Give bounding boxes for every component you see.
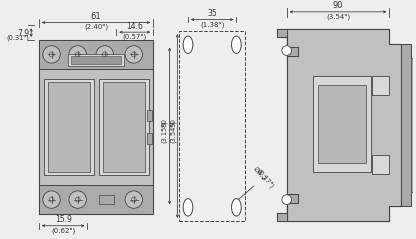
Text: (1.38"): (1.38") — [200, 21, 224, 27]
Bar — [313, 76, 371, 173]
Circle shape — [282, 195, 292, 204]
Bar — [44, 79, 94, 175]
Text: 61: 61 — [91, 12, 102, 21]
Ellipse shape — [183, 199, 193, 216]
Circle shape — [282, 46, 292, 55]
Bar — [318, 85, 366, 163]
Bar — [401, 44, 411, 206]
Bar — [39, 185, 153, 214]
Text: 14.6: 14.6 — [126, 22, 143, 31]
Ellipse shape — [232, 199, 241, 216]
Bar — [39, 40, 153, 214]
Text: 35: 35 — [207, 9, 217, 18]
Bar — [99, 79, 149, 175]
Polygon shape — [277, 194, 298, 221]
Text: 15.9: 15.9 — [55, 215, 72, 224]
Text: (2.40"): (2.40") — [84, 24, 108, 30]
Bar — [103, 82, 146, 172]
Bar — [372, 76, 389, 95]
Ellipse shape — [232, 36, 241, 54]
Bar — [147, 110, 152, 121]
Text: (0.17"): (0.17") — [256, 168, 275, 190]
Text: Ø4.2: Ø4.2 — [252, 166, 267, 182]
Text: 90: 90 — [171, 118, 176, 127]
Bar — [179, 31, 245, 221]
Polygon shape — [287, 29, 401, 221]
Bar — [39, 40, 153, 69]
Circle shape — [96, 46, 114, 63]
Circle shape — [69, 191, 87, 208]
Text: 80: 80 — [162, 118, 168, 127]
Bar — [372, 155, 389, 174]
Text: (0.31"): (0.31") — [6, 35, 29, 41]
Text: 7.9: 7.9 — [17, 29, 29, 38]
Circle shape — [125, 191, 143, 208]
Circle shape — [69, 46, 87, 63]
Text: (3.15"): (3.15") — [161, 120, 168, 143]
Polygon shape — [277, 29, 298, 56]
Text: (0.62"): (0.62") — [51, 227, 75, 234]
Text: (3.54"): (3.54") — [170, 120, 176, 143]
Bar — [71, 56, 121, 64]
Text: (0.57"): (0.57") — [123, 34, 147, 40]
Circle shape — [43, 191, 60, 208]
Ellipse shape — [183, 36, 193, 54]
Circle shape — [125, 46, 143, 63]
Bar — [411, 58, 414, 192]
Bar — [68, 54, 124, 66]
Bar — [147, 133, 152, 144]
Bar — [99, 195, 114, 204]
Text: 90: 90 — [333, 1, 343, 10]
Bar — [48, 82, 90, 172]
Text: (3.54"): (3.54") — [326, 13, 350, 20]
Circle shape — [43, 46, 60, 63]
